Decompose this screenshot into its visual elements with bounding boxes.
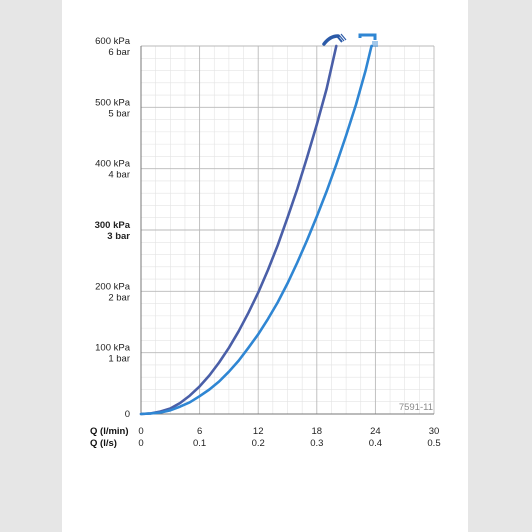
chart-code: 7591-11 <box>399 402 433 413</box>
x-tick-label-ls: 0.3 <box>310 438 323 449</box>
x-tick-label-ls: 0 <box>138 438 143 449</box>
x-tick-label-ls: 0.4 <box>369 438 382 449</box>
y-tick-label-kpa: 0 <box>125 409 130 420</box>
x-axis-tick-labels: 0 6 12 18 24 30 0 0.1 0.2 0.3 0.4 0.5 <box>138 426 440 449</box>
y-tick-label-bar: 4 bar <box>108 170 130 181</box>
y-tick-label-kpa: 500 kPa <box>95 97 131 108</box>
y-tick-label-kpa: 300 kPa <box>95 220 131 231</box>
x-tick-label-lmin: 18 <box>312 426 323 437</box>
x-tick-label-lmin: 0 <box>138 426 143 437</box>
y-tick-label-kpa: 400 kPa <box>95 159 131 170</box>
y-tick-label-bar: 3 bar <box>107 231 130 242</box>
x-axis-name-lmin: Q (l/min) <box>90 426 129 437</box>
major-grid <box>140 45 435 415</box>
x-tick-label-ls: 0.5 <box>427 438 440 449</box>
y-tick-label-kpa: 200 kPa <box>95 281 131 292</box>
hand-shower-icon <box>322 33 347 46</box>
x-tick-label-lmin: 24 <box>370 426 381 437</box>
chart-page <box>62 0 468 532</box>
x-axis-name-ls: Q (l/s) <box>90 438 117 449</box>
x-tick-label-ls: 0.1 <box>193 438 206 449</box>
series-line-2 <box>139 44 373 416</box>
y-tick-label-bar: 6 bar <box>108 47 130 58</box>
x-tick-label-lmin: 12 <box>253 426 264 437</box>
y-tick-label-bar: 2 bar <box>108 292 130 303</box>
x-tick-label-lmin: 30 <box>429 426 440 437</box>
series-lines <box>139 44 373 416</box>
y-tick-label-bar: 1 bar <box>108 354 130 365</box>
y-tick-label-kpa: 600 kPa <box>95 36 131 47</box>
x-tick-label-lmin: 6 <box>197 426 202 437</box>
y-tick-label-bar: 5 bar <box>108 108 130 119</box>
series-line-1 <box>139 44 338 416</box>
x-tick-label-ls: 0.2 <box>252 438 265 449</box>
shower-head-icon <box>358 33 378 47</box>
y-tick-label-kpa: 100 kPa <box>95 343 131 354</box>
